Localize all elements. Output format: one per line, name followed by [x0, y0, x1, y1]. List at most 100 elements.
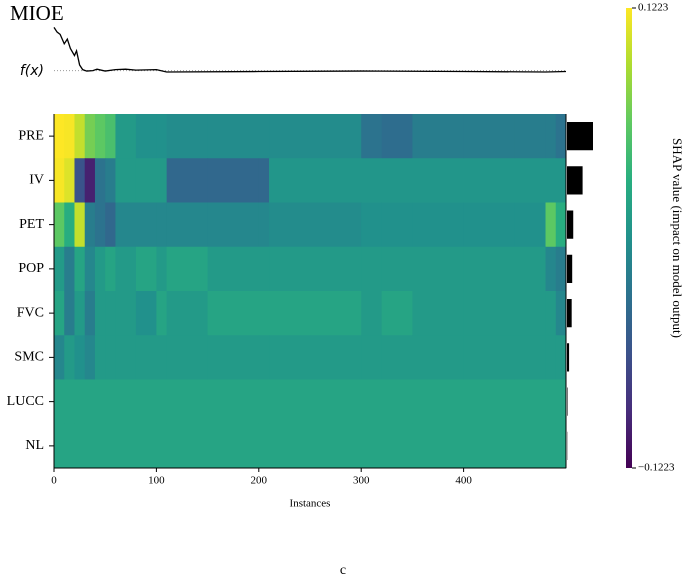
heatmap-cell	[258, 335, 270, 380]
heatmap-cell	[94, 158, 106, 203]
heatmap-cell	[269, 158, 311, 203]
heatmap-cell	[54, 246, 65, 292]
heatmap-cell	[463, 335, 516, 380]
heatmap-cell	[64, 246, 75, 292]
heatmap-cell	[545, 158, 557, 203]
heatmap-cell	[412, 291, 465, 336]
heatmap-cell	[84, 423, 96, 469]
heatmap-cell	[84, 158, 96, 203]
heatmap-cell	[412, 246, 465, 292]
heatmap-cell	[54, 335, 65, 380]
heatmap-cell	[555, 379, 567, 425]
heatmap-cell	[135, 379, 157, 425]
heatmap-cell	[545, 246, 557, 292]
heatmap-cell	[463, 423, 516, 469]
x-tick-label: 400	[455, 475, 472, 487]
importance-bar	[567, 254, 573, 283]
importance-bar	[567, 166, 583, 195]
heatmap-cell	[74, 335, 86, 380]
heatmap-cell	[156, 423, 168, 469]
heatmap-cell	[545, 335, 557, 380]
heatmap-cell	[64, 335, 75, 380]
heatmap-cell	[555, 291, 567, 336]
heatmap-cell	[258, 202, 270, 248]
heatmap-cell	[381, 246, 413, 292]
heatmap-cell	[74, 202, 86, 248]
heatmap-cell	[361, 158, 383, 203]
heatmap-cell	[156, 202, 168, 248]
colorbar-tick-label: 0.1223	[638, 2, 669, 14]
heatmap-cell	[94, 379, 106, 425]
heatmap-cell	[207, 114, 260, 159]
heatmap-cell	[269, 423, 311, 469]
heatmap-cell	[156, 335, 168, 380]
heatmap-cell	[207, 291, 260, 336]
heatmap-cell	[74, 114, 86, 159]
heatmap-cell	[545, 202, 557, 248]
heatmap-cell	[514, 291, 547, 336]
heatmap-cell	[105, 158, 116, 203]
heatmap-cell	[463, 114, 516, 159]
heatmap-cell	[463, 158, 516, 203]
heatmap-cell	[555, 246, 567, 292]
heatmap-cell	[381, 291, 413, 336]
heatmap-cell	[64, 202, 75, 248]
y-tick-label: PET	[19, 217, 44, 232]
heatmap-cell	[207, 423, 260, 469]
heatmap-cell	[258, 291, 270, 336]
heatmap-cell	[105, 423, 116, 469]
heatmap-cell	[412, 335, 465, 380]
heatmap-cell	[555, 423, 567, 469]
heatmap-cell	[555, 158, 567, 203]
heatmap-cell	[84, 246, 96, 292]
heatmap-cell	[412, 379, 465, 425]
heatmap-cell	[166, 291, 209, 336]
heatmap-cell	[135, 246, 157, 292]
heatmap-cell	[105, 114, 116, 159]
heatmap-cell	[74, 379, 86, 425]
x-axis-label: Instances	[290, 498, 331, 510]
y-tick-label: SMC	[14, 350, 44, 365]
heatmap-cell	[156, 114, 168, 159]
heatmap-cell	[381, 158, 413, 203]
heatmap-cell	[135, 158, 157, 203]
heatmap-cell	[269, 379, 311, 425]
heatmap-cell	[412, 202, 465, 248]
heatmap-cell	[361, 202, 383, 248]
heatmap-cell	[269, 291, 311, 336]
heatmap-cell	[94, 291, 106, 336]
heatmap-cell	[115, 246, 137, 292]
y-tick-label: IV	[29, 173, 44, 188]
heatmap-cell	[84, 335, 96, 380]
heatmap-cell	[74, 423, 86, 469]
heatmap-cell	[84, 379, 96, 425]
heatmap-cell	[381, 335, 413, 380]
heatmap-cell	[463, 379, 516, 425]
heatmap-cell	[115, 423, 137, 469]
heatmap-cell	[463, 202, 516, 248]
heatmap-cell	[84, 114, 96, 159]
heatmap-cell	[105, 379, 116, 425]
heatmap-cell	[94, 335, 106, 380]
importance-bar	[567, 210, 574, 239]
heatmap-cell	[94, 114, 106, 159]
heatmap-cell	[156, 158, 168, 203]
heatmap-cell	[361, 114, 383, 159]
heatmap-cell	[310, 246, 362, 292]
heatmap-cell	[54, 423, 65, 469]
heatmap-cell	[514, 423, 547, 469]
heatmap-cell	[269, 114, 311, 159]
heatmap-cell	[166, 158, 209, 203]
heatmap-cell	[310, 379, 362, 425]
heatmap-cell	[115, 291, 137, 336]
heatmap-cell	[105, 202, 116, 248]
importance-bar	[567, 122, 593, 151]
heatmap-cell	[105, 246, 116, 292]
heatmap-cell	[545, 379, 557, 425]
heatmap-cell	[84, 291, 96, 336]
colorbar	[626, 8, 632, 468]
heatmap-cell	[412, 158, 465, 203]
heatmap-cell	[135, 291, 157, 336]
x-tick-label: 300	[353, 475, 370, 487]
